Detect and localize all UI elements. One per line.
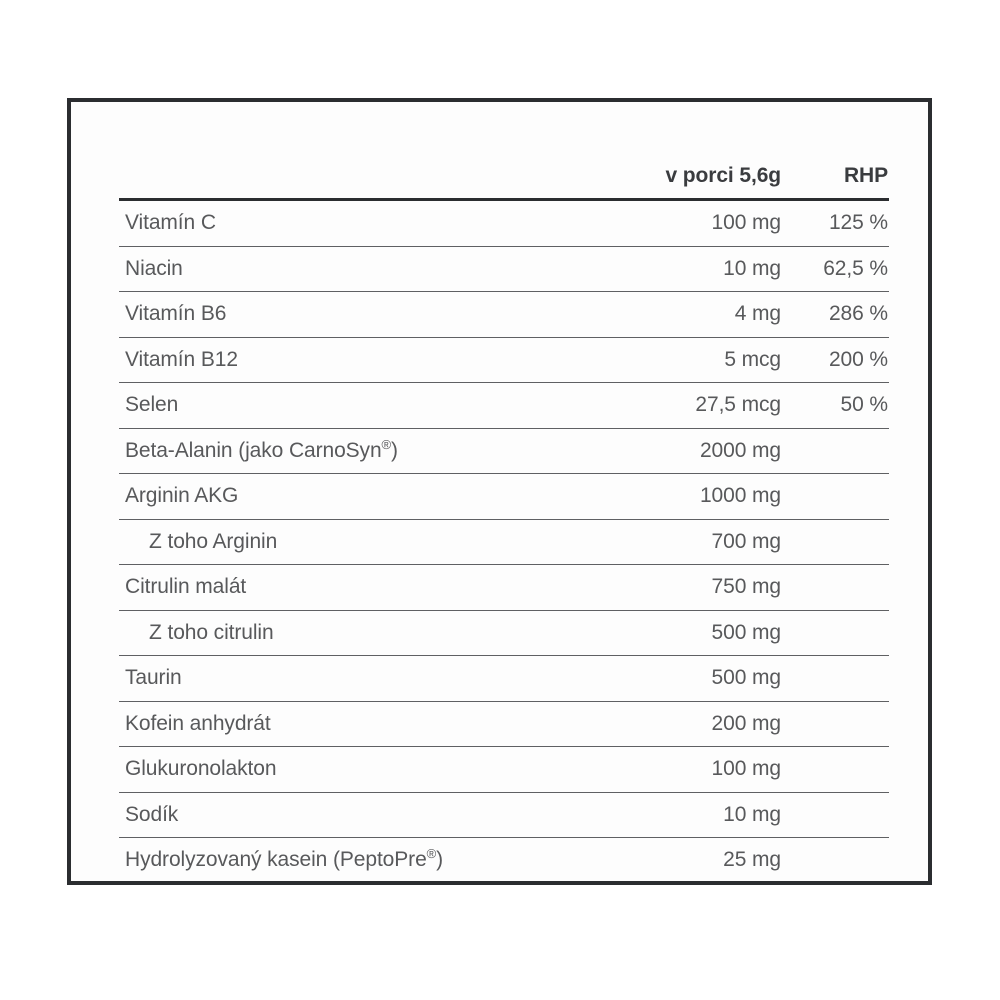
ingredient-name: Citrulin malát bbox=[119, 564, 567, 611]
table-row: Z toho citrulin 500 mg bbox=[119, 610, 889, 656]
table-row: Vitamín C 100 mg 125 % bbox=[119, 199, 889, 247]
column-header-ingredient bbox=[119, 104, 567, 201]
table-row: Z toho Arginin 700 mg bbox=[119, 519, 889, 565]
table-body: Vitamín C 100 mg 125 % Niacin 10 mg 62,5 % Vit… bbox=[119, 199, 889, 883]
ingredient-name: Kofein anhydrát bbox=[119, 701, 567, 747]
ingredient-name: Beta-Alanin (jako CarnoSyn®) bbox=[119, 428, 567, 474]
ingredient-amount: 5 mcg bbox=[567, 337, 787, 383]
table-row: Citrulin malát 750 mg bbox=[119, 564, 889, 611]
ingredient-amount: 10 mg bbox=[567, 792, 787, 838]
ingredient-rhp bbox=[787, 701, 889, 747]
ingredient-rhp: 286 % bbox=[787, 291, 889, 338]
ingredient-rhp: 200 % bbox=[787, 337, 889, 383]
ingredient-rhp bbox=[787, 792, 889, 838]
ingredient-amount: 10 mg bbox=[567, 246, 787, 292]
ingredient-amount: 25 mg bbox=[723, 848, 781, 872]
ingredient-amount: 500 mg bbox=[567, 610, 787, 656]
column-header-rhp: RHP bbox=[787, 104, 889, 201]
table-row: Sodík 10 mg bbox=[119, 792, 889, 838]
ingredient-rhp bbox=[787, 838, 889, 883]
ingredient-rhp bbox=[787, 473, 889, 520]
table-row: Hydrolyzovaný kasein (PeptoPre®) 25 mg bbox=[119, 838, 889, 883]
ingredient-name: Selen bbox=[119, 382, 567, 429]
nutrition-table-container: v porci 5,6g RHP Vitamín C 100 mg 125 % Nia… bbox=[119, 104, 889, 883]
ingredient-amount: 500 mg bbox=[567, 655, 787, 702]
table-header: v porci 5,6g RHP bbox=[119, 104, 889, 201]
table-row: Kofein anhydrát 200 mg bbox=[119, 701, 889, 747]
ingredient-sub-name: Z toho Arginin bbox=[119, 519, 567, 565]
ingredient-name: Sodík bbox=[119, 792, 567, 838]
ingredient-rhp: 50 % bbox=[787, 382, 889, 429]
table-row: Niacin 10 mg 62,5 % bbox=[119, 246, 889, 292]
ingredient-name: Vitamín C bbox=[119, 199, 567, 247]
ingredient-amount: 27,5 mcg bbox=[567, 382, 787, 429]
ingredient-rhp: 125 % bbox=[787, 199, 889, 247]
table-row: Glukuronolakton 100 mg bbox=[119, 746, 889, 793]
ingredient-name: Hydrolyzovaný kasein (PeptoPre®) bbox=[125, 846, 444, 872]
ingredient-name: Vitamín B6 bbox=[119, 291, 567, 338]
ingredient-amount: 2000 mg bbox=[567, 428, 787, 474]
registered-trademark-icon: ® bbox=[381, 436, 392, 452]
table-row: Vitamín B6 4 mg 286 % bbox=[119, 291, 889, 338]
ingredient-rhp bbox=[787, 746, 889, 793]
ingredient-amount: 200 mg bbox=[567, 701, 787, 747]
table-row: Beta-Alanin (jako CarnoSyn®) 2000 mg bbox=[119, 428, 889, 474]
table-header-row: v porci 5,6g RHP bbox=[119, 104, 889, 201]
ingredient-name: Glukuronolakton bbox=[119, 746, 567, 793]
table-row: Vitamín B12 5 mcg 200 % bbox=[119, 337, 889, 383]
nutrition-facts-table: v porci 5,6g RHP Vitamín C 100 mg 125 % Nia… bbox=[119, 104, 889, 883]
ingredient-rhp bbox=[787, 610, 889, 656]
nutrition-facts-panel: v porci 5,6g RHP Vitamín C 100 mg 125 % Nia… bbox=[67, 98, 932, 885]
ingredient-name: Niacin bbox=[119, 246, 567, 292]
ingredient-amount: 1000 mg bbox=[567, 473, 787, 520]
ingredient-amount: 100 mg bbox=[567, 199, 787, 247]
registered-trademark-icon: ® bbox=[426, 846, 437, 862]
ingredient-amount: 750 mg bbox=[567, 564, 787, 611]
ingredient-rhp bbox=[787, 428, 889, 474]
ingredient-sub-name: Z toho citrulin bbox=[119, 610, 567, 656]
ingredient-amount: 100 mg bbox=[567, 746, 787, 793]
ingredient-rhp bbox=[787, 655, 889, 702]
ingredient-rhp bbox=[787, 519, 889, 565]
table-row: Taurin 500 mg bbox=[119, 655, 889, 702]
ingredient-rhp: 62,5 % bbox=[787, 246, 889, 292]
ingredient-name: Arginin AKG bbox=[119, 473, 567, 520]
ingredient-amount: 4 mg bbox=[567, 291, 787, 338]
ingredient-rhp bbox=[787, 564, 889, 611]
ingredient-name: Taurin bbox=[119, 655, 567, 702]
column-header-serving: v porci 5,6g bbox=[567, 104, 787, 201]
ingredient-amount: 700 mg bbox=[567, 519, 787, 565]
ingredient-name: Vitamín B12 bbox=[119, 337, 567, 383]
table-row: Selen 27,5 mcg 50 % bbox=[119, 382, 889, 429]
table-row: Arginin AKG 1000 mg bbox=[119, 473, 889, 520]
